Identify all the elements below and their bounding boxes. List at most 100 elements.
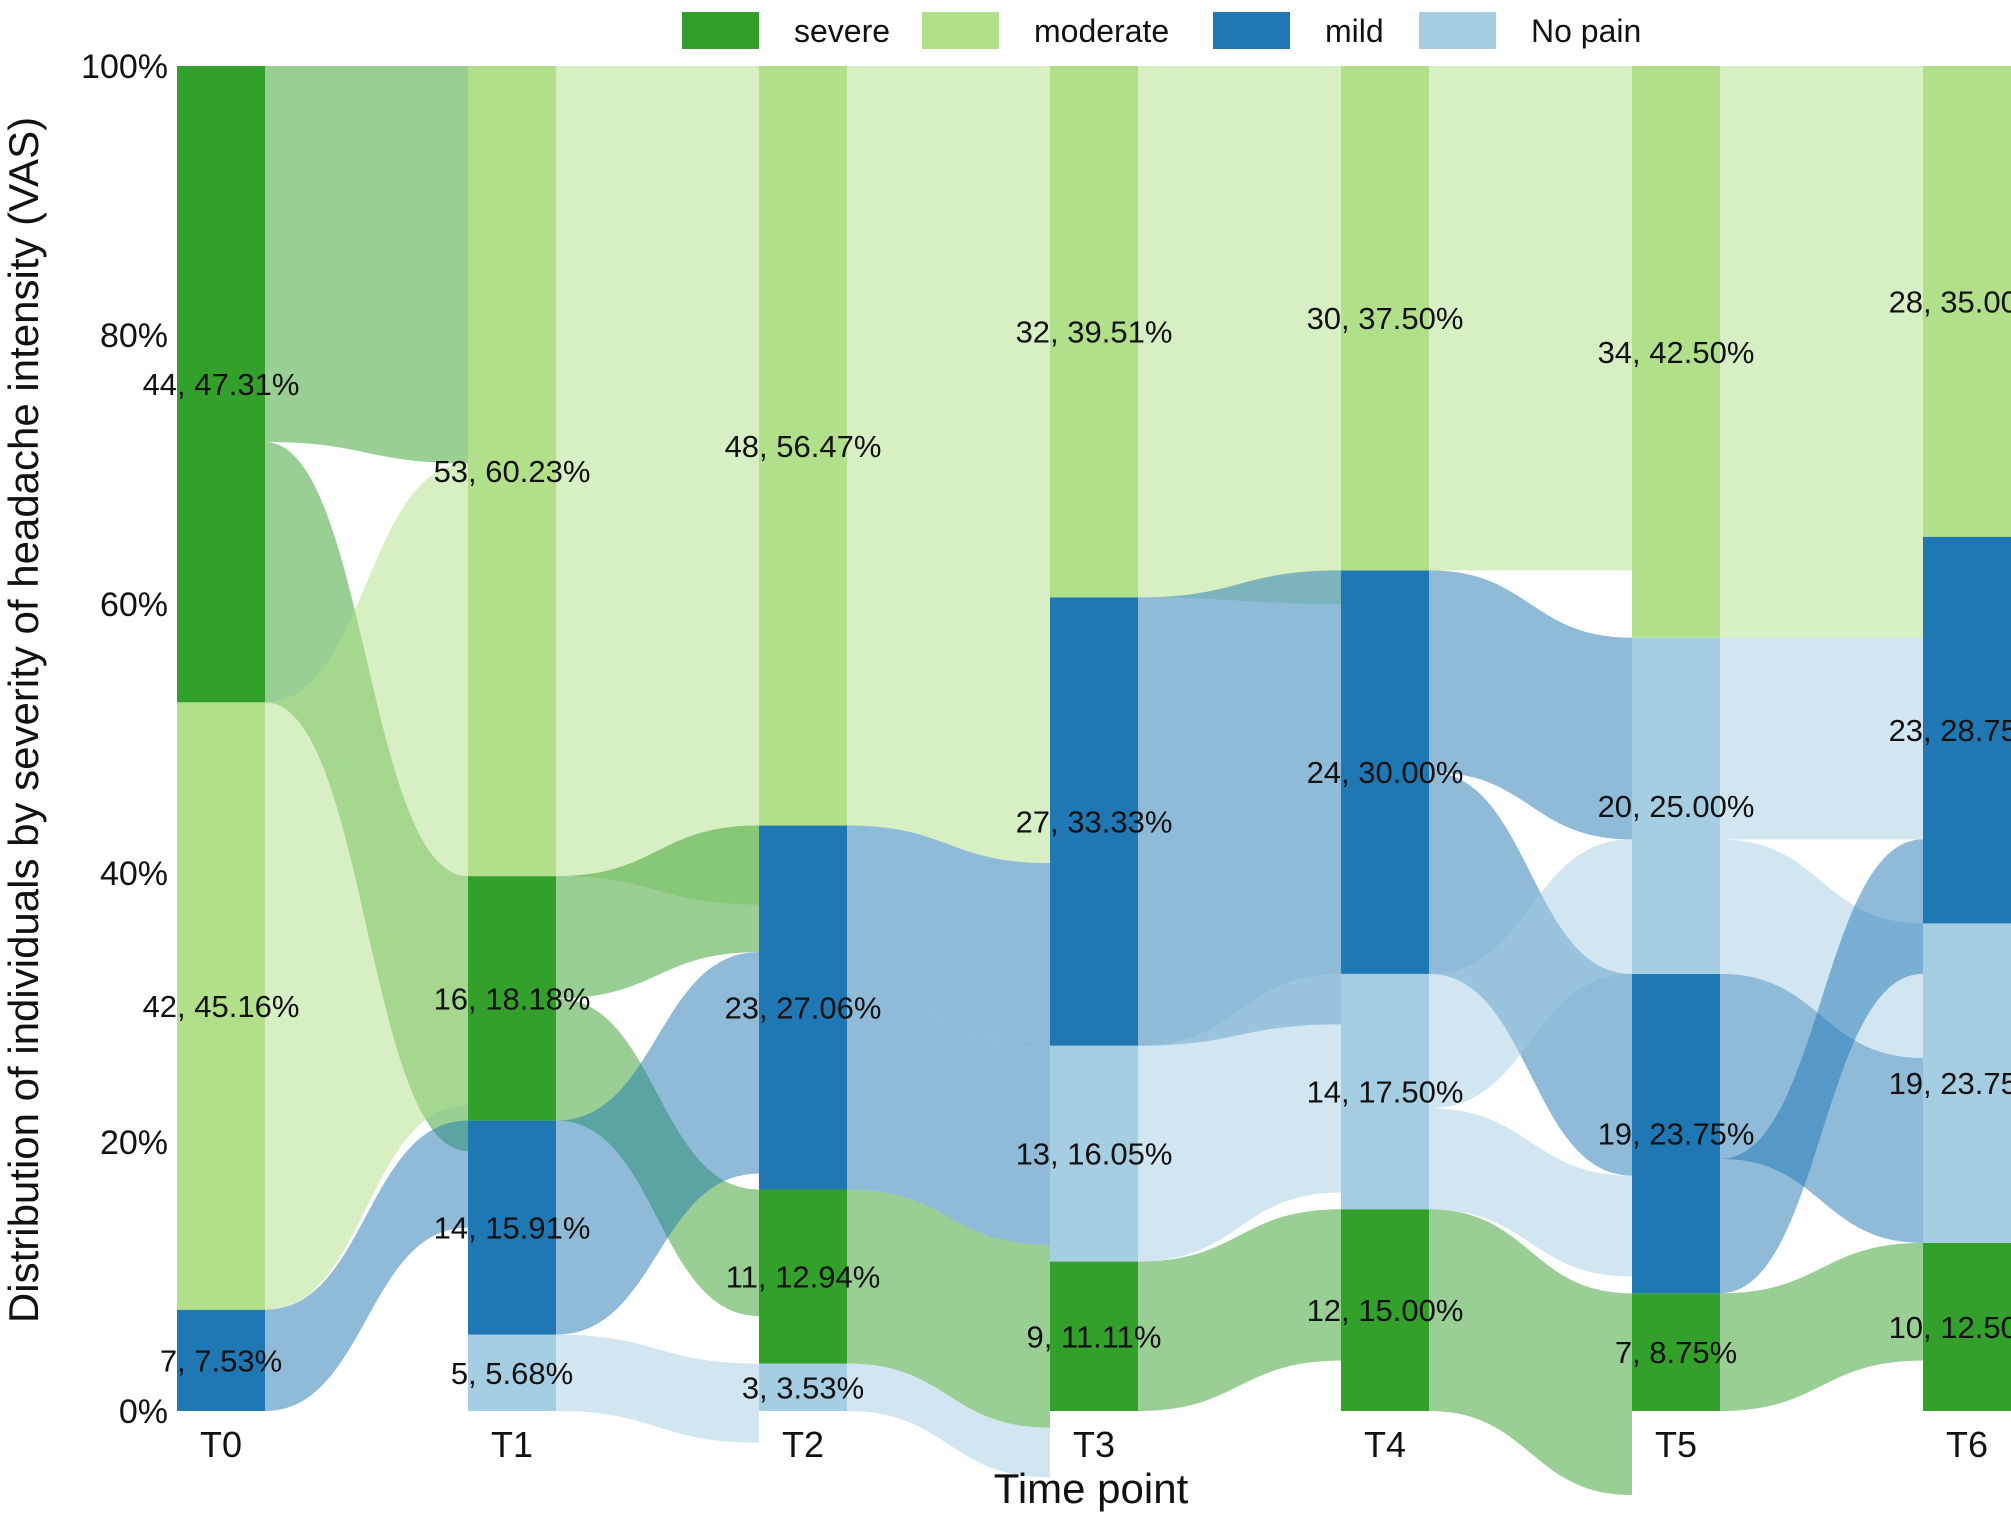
flow-T5-T6-6 <box>1720 1242 1923 1411</box>
x-tick-T2: T2 <box>782 1424 824 1465</box>
legend: severe moderate mild No pain <box>682 12 1641 49</box>
x-tick-T1: T1 <box>491 1424 533 1465</box>
x-tick-T6: T6 <box>1946 1424 1988 1465</box>
data-label-T5-3: 34, 42.50% <box>1598 335 1755 370</box>
node-T4-severe <box>1341 1209 1429 1411</box>
node-T5-severe <box>1632 1293 1720 1411</box>
flow-T2-T3-6 <box>847 1363 1050 1478</box>
flow-T2-T3-5 <box>847 1205 1050 1428</box>
node-T2-severe <box>759 1189 847 1364</box>
flow-T2-T3-3 <box>847 999 1050 1245</box>
flow-T3-T4-2 <box>1138 973 1341 1262</box>
y-tick-2: 40% <box>100 855 168 893</box>
data-label-T0-2: 44, 47.31% <box>143 367 300 402</box>
data-label-T2-3: 48, 56.47% <box>725 429 882 464</box>
node-layer <box>177 66 2011 1411</box>
flow-T2-T3-4 <box>847 1189 1050 1262</box>
y-tick-3: 60% <box>100 586 168 624</box>
data-label-T2-2: 23, 27.06% <box>725 991 882 1026</box>
data-label-T6-0: 10, 12.50% <box>1889 1310 2011 1345</box>
flow-T1-T2-0 <box>556 66 759 905</box>
node-T1-moderate <box>468 66 556 877</box>
flow-T4-T5-5 <box>1429 1209 1632 1496</box>
y-axis-title: Distribution of individuals by severity … <box>0 117 47 1323</box>
flow-layer <box>265 66 1923 1496</box>
node-T3-severe <box>1050 1261 1138 1411</box>
data-label-T3-1: 13, 16.05% <box>1016 1137 1173 1172</box>
y-tick-5: 100% <box>81 48 168 86</box>
flow-T0-T1-2 <box>265 463 468 1310</box>
flow-T5-T6-2 <box>1720 637 1923 840</box>
legend-swatch-moderate <box>922 12 999 49</box>
flow-T5-T6-1 <box>1720 536 1923 638</box>
data-label-T6-2: 23, 28.75% <box>1889 713 2011 748</box>
flow-T2-T3-1 <box>847 572 1050 864</box>
node-T6-moderate <box>1923 66 2011 537</box>
flow-T4-T5-4 <box>1429 1108 1632 1277</box>
data-label-T1-0: 5, 5.68% <box>451 1356 573 1391</box>
flow-T5-T6-0 <box>1720 66 1923 537</box>
flow-T2-T3-2 <box>847 825 1050 1046</box>
node-T3-moderate <box>1050 66 1138 598</box>
node-T1-no-pain <box>468 1334 556 1411</box>
node-T3-mild <box>1050 597 1138 1046</box>
node-T0-severe <box>177 66 265 703</box>
data-label-T5-1: 19, 23.75% <box>1598 1117 1755 1152</box>
data-label-T1-2: 16, 18.18% <box>434 981 591 1016</box>
node-T5-no-pain <box>1632 637 1720 974</box>
flow-T5-T6-5 <box>1720 839 1923 1294</box>
y-tick-1: 20% <box>100 1124 168 1162</box>
data-label-T1-1: 14, 15.91% <box>434 1211 591 1246</box>
data-label-T6-3: 28, 35.00% <box>1889 284 2011 319</box>
node-T5-moderate <box>1632 66 1720 638</box>
node-T3-no-pain <box>1050 1045 1138 1262</box>
data-label-T4-3: 30, 37.50% <box>1307 301 1464 336</box>
node-T2-mild <box>759 825 847 1190</box>
axes-layer: 0% 20% 40% 60% 80% 100% T0 T1 T2 T3 T4 T5 T6 <box>81 48 1988 1465</box>
node-T2-no-pain <box>759 1363 847 1411</box>
flow-T1-T2-1 <box>556 825 759 999</box>
data-label-T4-2: 24, 30.00% <box>1307 755 1464 790</box>
data-label-T5-2: 20, 25.00% <box>1598 789 1755 824</box>
x-axis-title: Time point <box>994 1465 1189 1512</box>
legend-swatch-no-pain <box>1419 12 1496 49</box>
flow-T1-T2-4 <box>556 1334 759 1443</box>
flow-T3-T4-3 <box>1138 1209 1341 1412</box>
flow-T2-T3-0 <box>847 66 1050 598</box>
data-label-T0-0: 7, 7.53% <box>160 1343 282 1378</box>
node-T6-no-pain <box>1923 923 2011 1243</box>
node-T1-mild <box>468 1120 556 1335</box>
data-label-T4-0: 12, 15.00% <box>1307 1293 1464 1328</box>
data-label-T0-1: 42, 45.16% <box>143 989 300 1024</box>
data-label-T2-0: 3, 3.53% <box>742 1370 864 1405</box>
node-T1-severe <box>468 876 556 1121</box>
node-T4-mild <box>1341 570 1429 974</box>
legend-swatch-mild <box>1213 12 1290 49</box>
flow-T3-T4-0 <box>1138 66 1341 604</box>
data-label-T6-1: 19, 23.75% <box>1889 1066 2011 1101</box>
node-T6-severe <box>1923 1242 2011 1411</box>
data-label-T5-0: 7, 8.75% <box>1615 1335 1737 1370</box>
node-T6-mild <box>1923 536 2011 924</box>
legend-swatch-severe <box>682 12 759 49</box>
flow-T4-T5-3 <box>1429 839 1632 1109</box>
data-label-T3-0: 9, 11.11% <box>1026 1319 1161 1354</box>
node-T0-mild <box>177 1309 265 1411</box>
y-tick-4: 80% <box>100 317 168 355</box>
data-label-T3-2: 27, 33.33% <box>1016 805 1173 840</box>
x-tick-T5: T5 <box>1655 1424 1697 1465</box>
flow-T0-T1-0 <box>265 66 468 464</box>
flow-T0-T1-3 <box>265 1120 468 1411</box>
flow-T3-T4-1 <box>1138 570 1341 1046</box>
data-label-T4-1: 14, 17.50% <box>1307 1075 1464 1110</box>
legend-label-severe: severe <box>794 13 890 49</box>
legend-label-mild: mild <box>1325 13 1384 49</box>
x-tick-T0: T0 <box>200 1424 242 1465</box>
node-T4-no-pain <box>1341 973 1429 1210</box>
legend-label-no-pain: No pain <box>1531 13 1641 49</box>
data-label-T2-1: 11, 12.94% <box>726 1260 881 1295</box>
data-label-T1-3: 53, 60.23% <box>434 454 591 489</box>
node-T0-moderate <box>177 702 265 1310</box>
node-T4-moderate <box>1341 66 1429 571</box>
